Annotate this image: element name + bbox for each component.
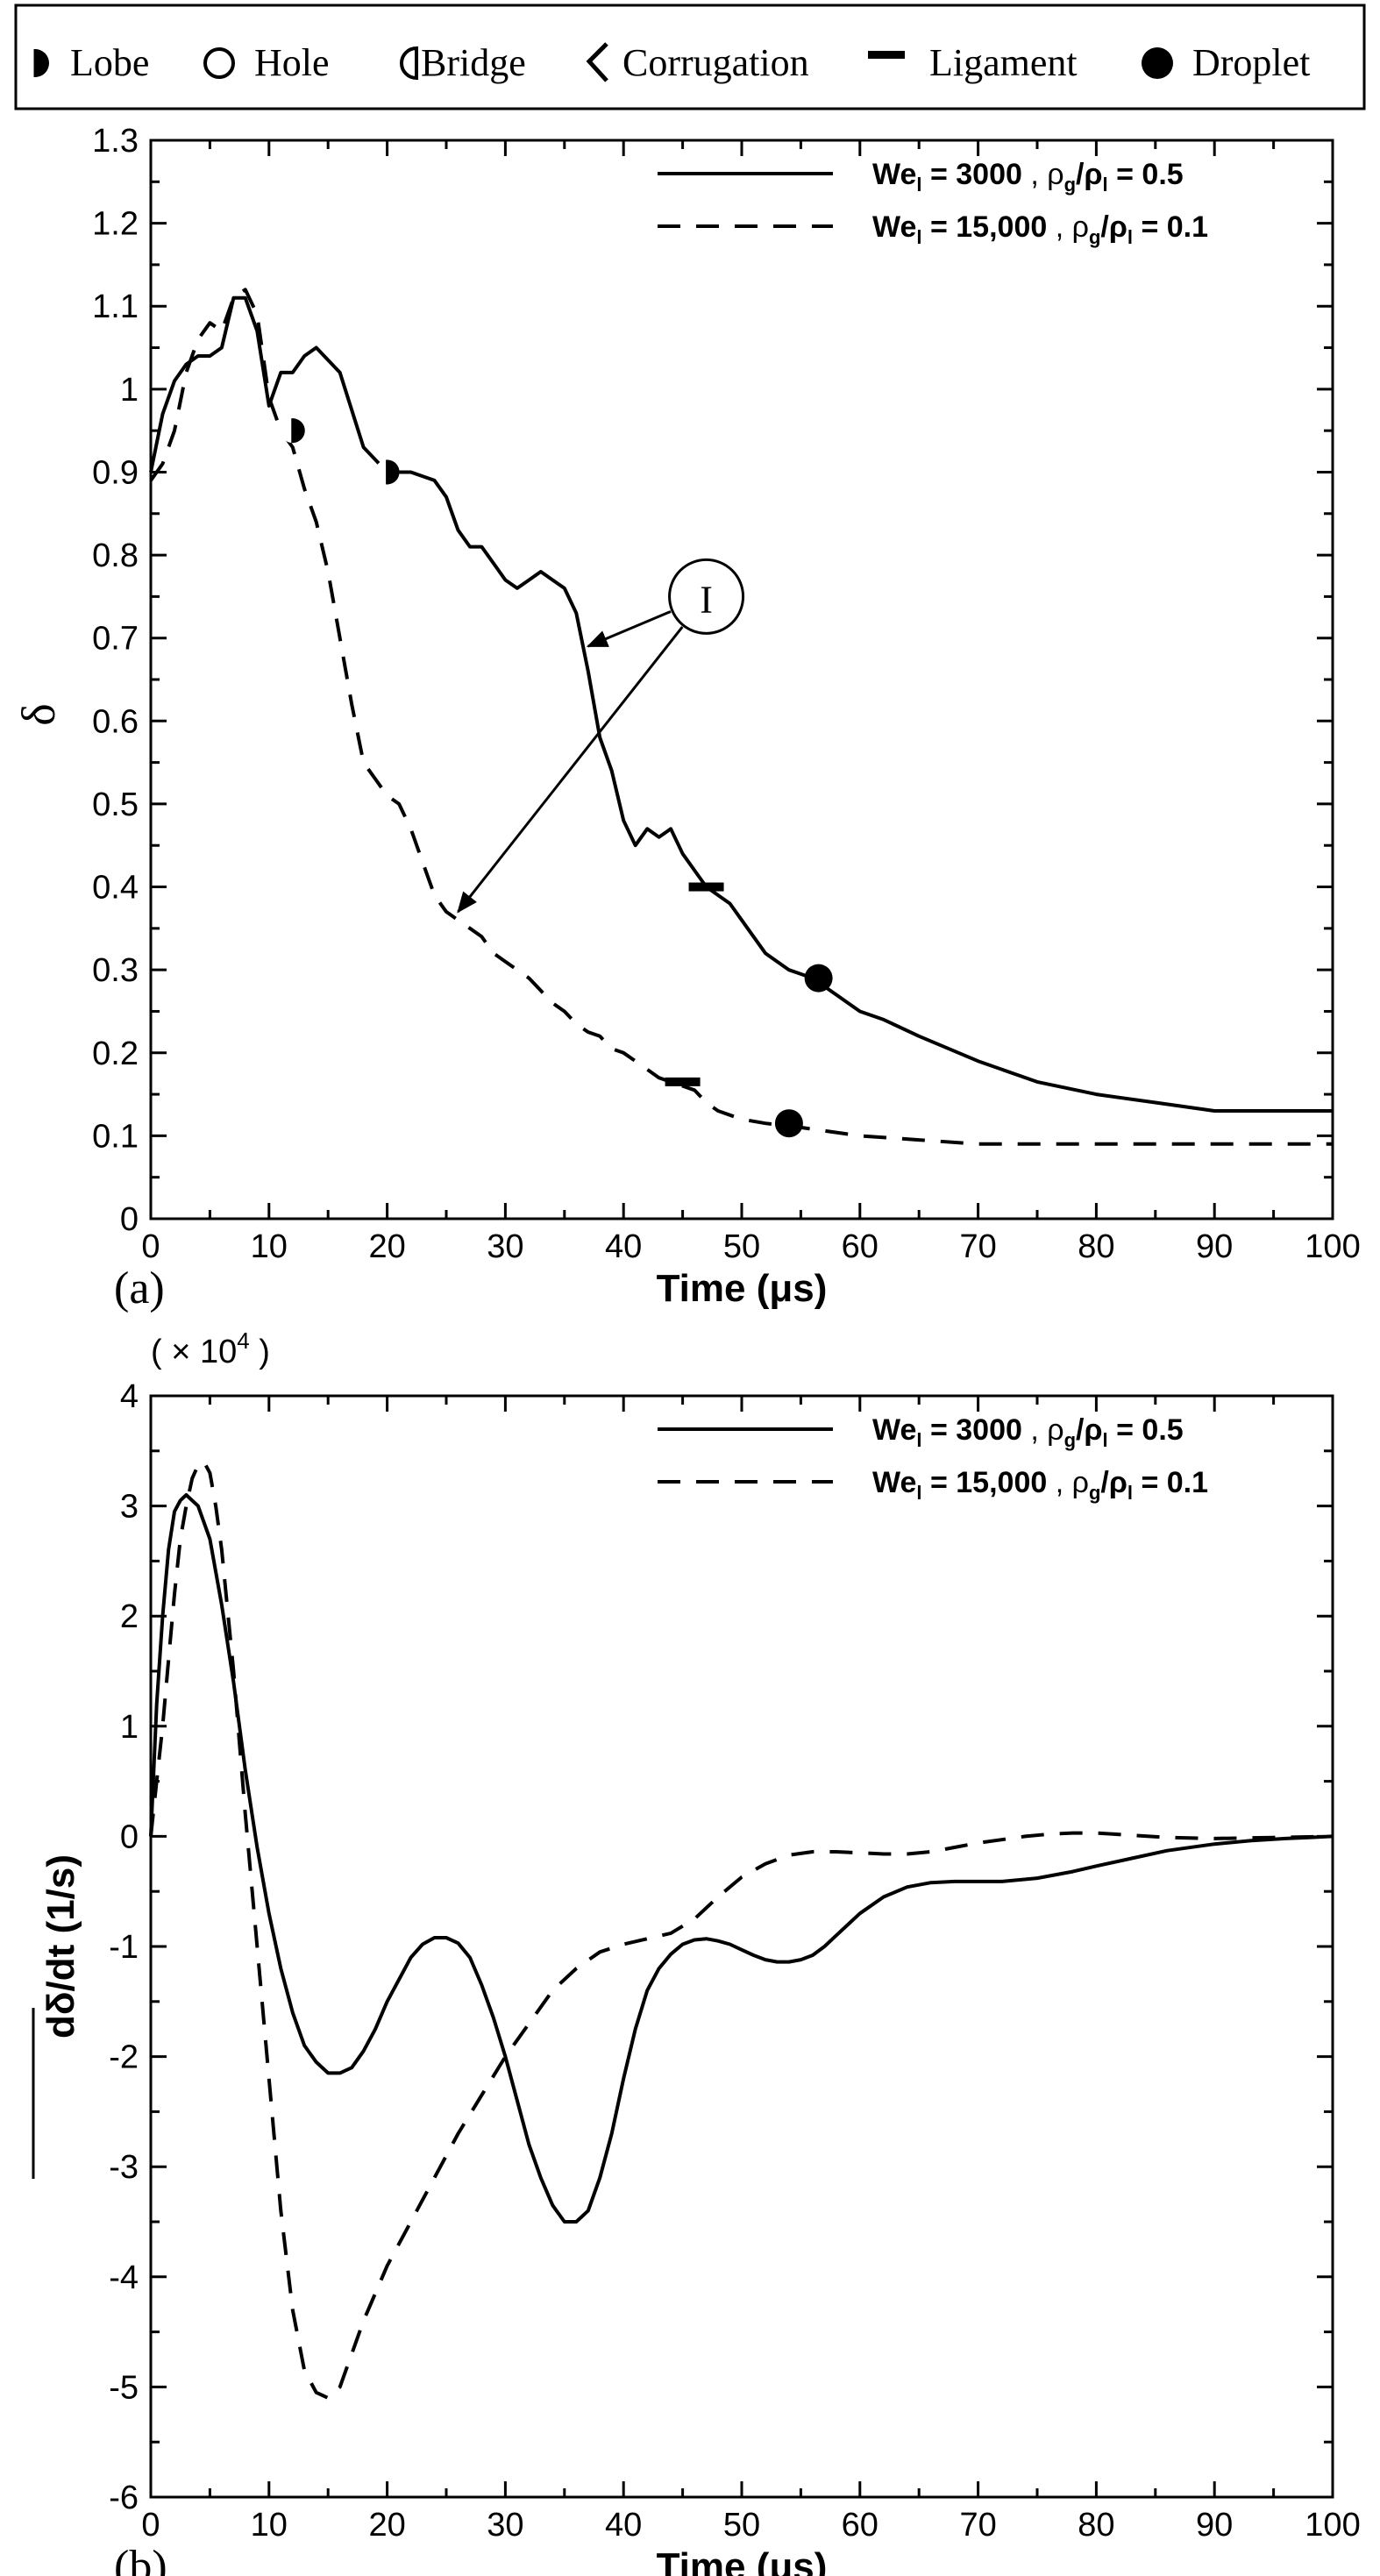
y-multiplier: ( × 104 ) — [151, 1327, 270, 1370]
x-axis-label: Time (μs) — [657, 1267, 828, 1310]
y-axis-label: dδ/dt (1/s) — [32, 1854, 82, 2179]
x-tick-label: 50 — [723, 2507, 760, 2544]
y-tick-label: 0 — [120, 1818, 139, 1855]
legend-label-2: Wel = 15,000 , ρg/ρl = 0.1 — [872, 210, 1208, 248]
y-tick-label: -2 — [109, 2039, 139, 2076]
y-tick-label: 0.1 — [92, 1118, 139, 1155]
x-tick-label: 70 — [959, 2507, 996, 2544]
events-legend-label: Ligament — [929, 41, 1078, 84]
y-tick-label: -1 — [109, 1929, 139, 1966]
panel-b: 0 10 20 30 40 50 60 70 80 90 100 -6 -5 -4 -3 -2 -1 0 1 2 3 4 W… — [32, 1327, 1361, 2576]
x-tick-label: 90 — [1196, 2507, 1233, 2544]
x-tick-label: 30 — [487, 2507, 523, 2544]
half-filled-circle-icon — [21, 49, 49, 77]
y-tick-label: -6 — [109, 2480, 139, 2516]
legend-label-1: Wel = 3000 , ρg/ρl = 0.5 — [872, 158, 1184, 196]
y-tick-label: 0.6 — [92, 703, 139, 740]
y-tick-label: 0.9 — [92, 454, 139, 491]
events-legend-label: Hole — [254, 41, 330, 84]
y-axis-label: δ — [12, 703, 65, 725]
x-tick-label: 30 — [487, 1228, 523, 1265]
panel-a: 0 10 20 30 40 50 60 70 80 90 100 0 0.1 0.2 0.3 0.4 0.5 0.… — [12, 123, 1361, 1313]
y-tick-label: 1.1 — [92, 288, 139, 325]
d-shape-icon — [400, 46, 418, 81]
y-tick-label: -5 — [109, 2369, 139, 2406]
x-tick-label: 10 — [251, 1228, 288, 1265]
ligament-marker — [688, 882, 724, 892]
ligament-marker — [665, 1077, 701, 1086]
legend-label-2: Wel = 15,000 , ρg/ρl = 0.1 — [872, 1466, 1208, 1504]
lobe-marker — [280, 418, 305, 444]
series-line-1 — [149, 295, 1333, 1113]
y-tick-label: -4 — [109, 2259, 139, 2296]
y-tick-label: 0 — [120, 1201, 139, 1238]
y-tick-label: 0.8 — [92, 537, 139, 574]
y-tick-label: 1.3 — [92, 123, 139, 160]
series-line-1 — [149, 1493, 1334, 2224]
series-legend: Wel = 3000 , ρg/ρl = 0.5 Wel = 15,000 , ρ… — [658, 158, 1208, 248]
plot-frame — [149, 139, 1334, 1220]
plot-frame — [149, 1394, 1334, 2499]
x-tick-label: 20 — [368, 2507, 405, 2544]
droplet-marker — [804, 964, 833, 993]
series-legend: Wel = 3000 , ρg/ρl = 0.5 Wel = 15,000 , ρ… — [658, 1413, 1208, 1504]
y-tick-label: 0.7 — [92, 621, 139, 658]
x-tick-label: 10 — [251, 2507, 288, 2544]
open-circle-icon — [203, 47, 235, 79]
panel-label: (b) — [114, 2542, 167, 2576]
y-tick-label: 0.5 — [92, 786, 139, 823]
events-legend-label: Corrugation — [622, 41, 809, 84]
x-tick-label: 50 — [723, 1228, 760, 1265]
x-tick-label: 80 — [1078, 1228, 1114, 1265]
annotation-arrow-1 — [586, 610, 672, 648]
y-tick-label: 1 — [120, 1709, 139, 1746]
y-tick-label: 1.2 — [92, 206, 139, 243]
lobe-marker — [374, 459, 400, 485]
series-line-2 — [149, 1460, 1334, 2400]
y-tick-label: 0.4 — [92, 870, 139, 907]
filled-circle-icon — [1142, 47, 1173, 79]
x-tick-label: 60 — [842, 2507, 879, 2544]
panel-label: (a) — [114, 1263, 165, 1313]
x-tick-label: 70 — [959, 1228, 996, 1265]
y-tick-label: 3 — [120, 1489, 139, 1526]
x-tick-label: 60 — [842, 1228, 879, 1265]
zigzag-icon — [586, 42, 608, 82]
svg-text:dδ/dt (1/s): dδ/dt (1/s) — [39, 1854, 82, 2039]
y-tick-label: 0.2 — [92, 1035, 139, 1072]
events-legend-label: Lobe — [70, 41, 149, 84]
annotation-callout: I — [457, 558, 745, 914]
x-tick-label: 100 — [1305, 2507, 1360, 2544]
x-tick-label: 0 — [141, 1228, 160, 1265]
droplet-marker — [774, 1109, 803, 1138]
x-tick-label: 0 — [141, 2507, 160, 2544]
legend-label-1: Wel = 3000 , ρg/ρl = 0.5 — [872, 1413, 1184, 1451]
x-tick-label: 80 — [1078, 2507, 1114, 2544]
events-legend: Lobe Hole Bridge Corrugation Ligament Droplet — [14, 4, 1366, 110]
series-line-2 — [149, 288, 1333, 1146]
x-tick-label: 40 — [605, 1228, 642, 1265]
dash-icon — [868, 51, 905, 59]
events-legend-frame — [14, 4, 1366, 110]
y-tick-label: 0.3 — [92, 952, 139, 989]
events-legend-label: Droplet — [1192, 41, 1310, 84]
x-axis-label: Time (μs) — [657, 2545, 828, 2576]
x-tick-label: 100 — [1305, 1228, 1360, 1265]
y-tick-label: 4 — [120, 1378, 139, 1415]
events-legend-label: Bridge — [421, 41, 526, 84]
y-tick-label: -3 — [109, 2149, 139, 2186]
x-tick-label: 90 — [1196, 1228, 1233, 1265]
annotation-label: I — [700, 578, 713, 621]
y-tick-label: 1 — [120, 372, 139, 409]
x-tick-label: 20 — [368, 1228, 405, 1265]
annotation-circle — [668, 558, 745, 635]
y-tick-label: 2 — [120, 1598, 139, 1635]
annotation-arrow-2 — [457, 626, 684, 914]
x-tick-label: 40 — [605, 2507, 642, 2544]
